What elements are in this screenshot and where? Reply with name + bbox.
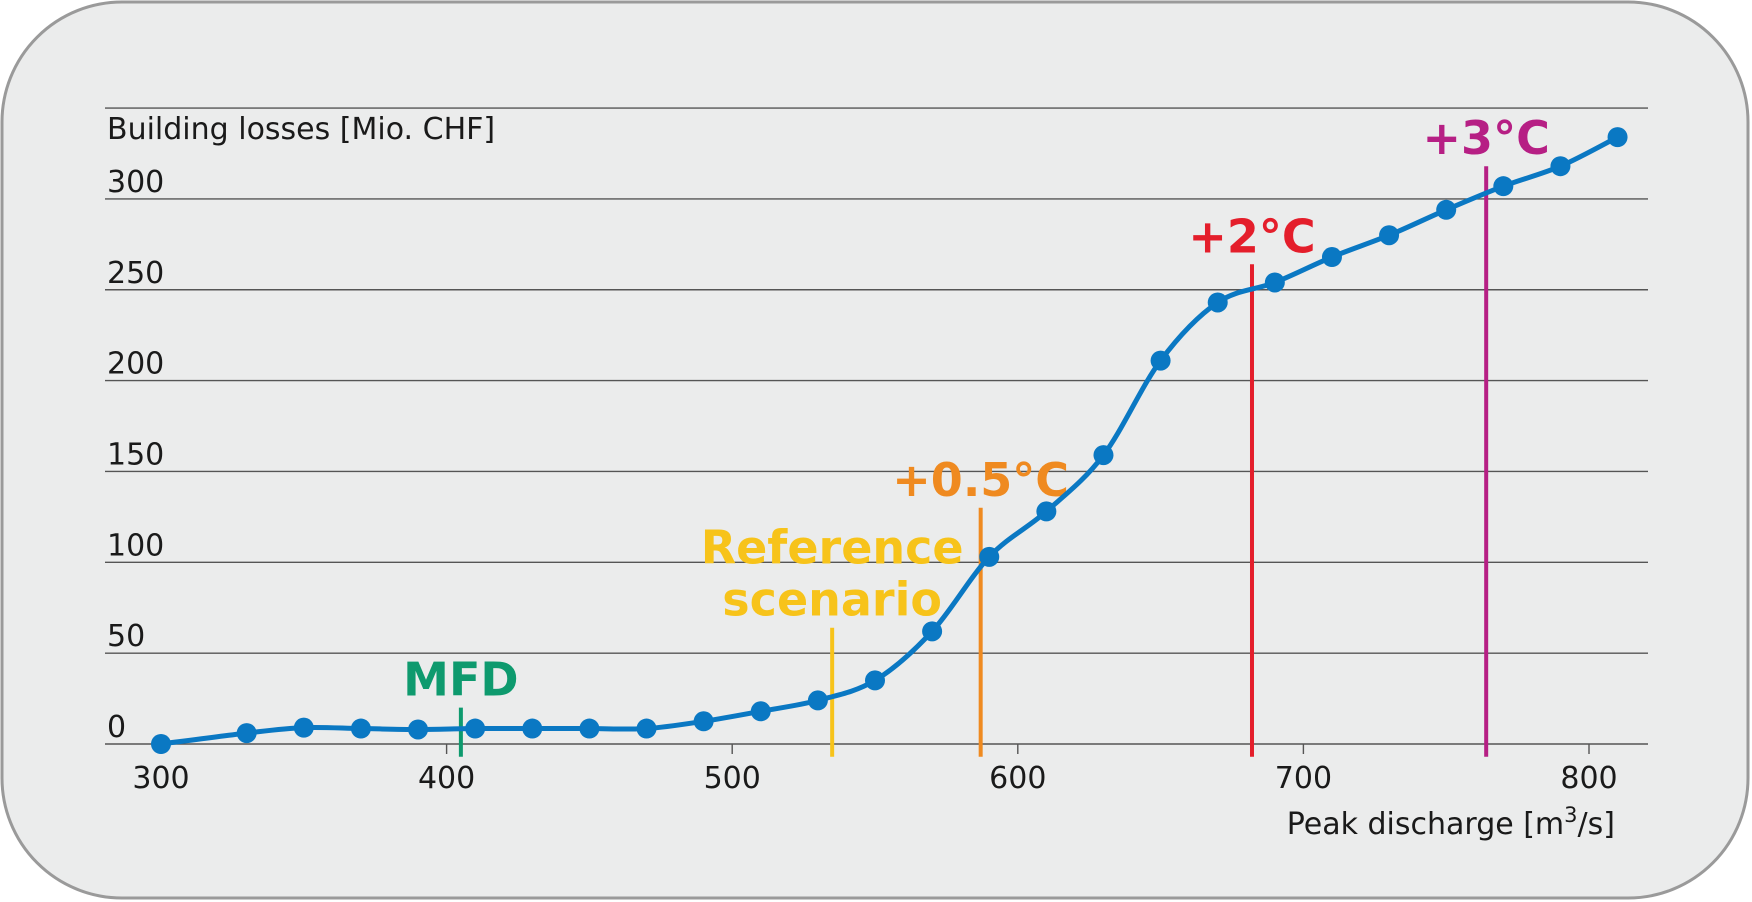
y-tick-label-200: 200 [107, 347, 164, 382]
data-point-3 [350, 718, 371, 739]
y-tick-label-50: 50 [107, 619, 145, 654]
data-point-8 [636, 718, 657, 739]
grid-layer [105, 107, 1648, 745]
x-axis-label-tail: /s] [1578, 807, 1615, 842]
x-tick-label-300: 300 [132, 761, 189, 796]
data-point-1 [236, 723, 257, 744]
x-tick-label-500: 500 [704, 761, 761, 796]
scenario-label-1-0: Reference [701, 521, 964, 575]
data-point-25 [1607, 127, 1628, 148]
x-axis-label-base: Peak discharge [m [1287, 807, 1564, 842]
x-tick-label-400: 400 [418, 761, 475, 796]
data-point-11 [807, 690, 828, 711]
data-point-6 [522, 718, 543, 739]
data-point-15 [1036, 501, 1057, 522]
x-tick-label-600: 600 [989, 761, 1046, 796]
scenario-label-3-0: +2°C [1188, 209, 1315, 263]
scenario-label-4-0: +3°C [1423, 111, 1550, 165]
data-point-12 [865, 670, 885, 691]
data-point-22 [1436, 199, 1457, 220]
data-point-9 [693, 711, 714, 732]
scenario-label-0-0: MFD [403, 653, 518, 707]
scenario-label-1-1: scenario [722, 573, 942, 627]
y-axis-label: Building losses [Mio. CHF] [107, 112, 495, 147]
x-axis-label: Peak discharge [m3/s] [1287, 803, 1615, 842]
y-tick-label-100: 100 [107, 528, 164, 563]
data-point-23 [1493, 176, 1514, 197]
y-tick-label-300: 300 [107, 165, 164, 200]
data-point-2 [293, 717, 314, 738]
y-tick-label-150: 150 [107, 437, 164, 472]
series-layer [151, 127, 1628, 754]
data-point-5 [465, 718, 486, 739]
y-tick-label-250: 250 [107, 256, 164, 291]
scenario-label-2-0: +0.5°C [892, 453, 1069, 507]
x-axis-label-superscript: 3 [1564, 803, 1577, 827]
data-point-10 [750, 701, 771, 722]
data-point-21 [1379, 225, 1400, 246]
axis-layer: 0 50 100 150 200 250 300 300 400 500 600 700 800 [107, 165, 1618, 796]
data-point-20 [1321, 247, 1342, 268]
data-point-14 [979, 546, 1000, 567]
data-point-19 [1264, 272, 1285, 293]
data-point-4 [408, 719, 429, 740]
data-point-17 [1150, 350, 1171, 371]
x-tick-label-800: 800 [1560, 761, 1617, 796]
y-tick-label-0: 0 [107, 710, 126, 745]
data-point-0 [151, 734, 171, 754]
x-tick-label-700: 700 [1275, 761, 1332, 796]
data-point-7 [579, 718, 600, 739]
data-point-16 [1093, 445, 1114, 466]
data-point-18 [1207, 292, 1228, 313]
data-point-13 [922, 621, 943, 642]
data-point-24 [1550, 156, 1571, 177]
